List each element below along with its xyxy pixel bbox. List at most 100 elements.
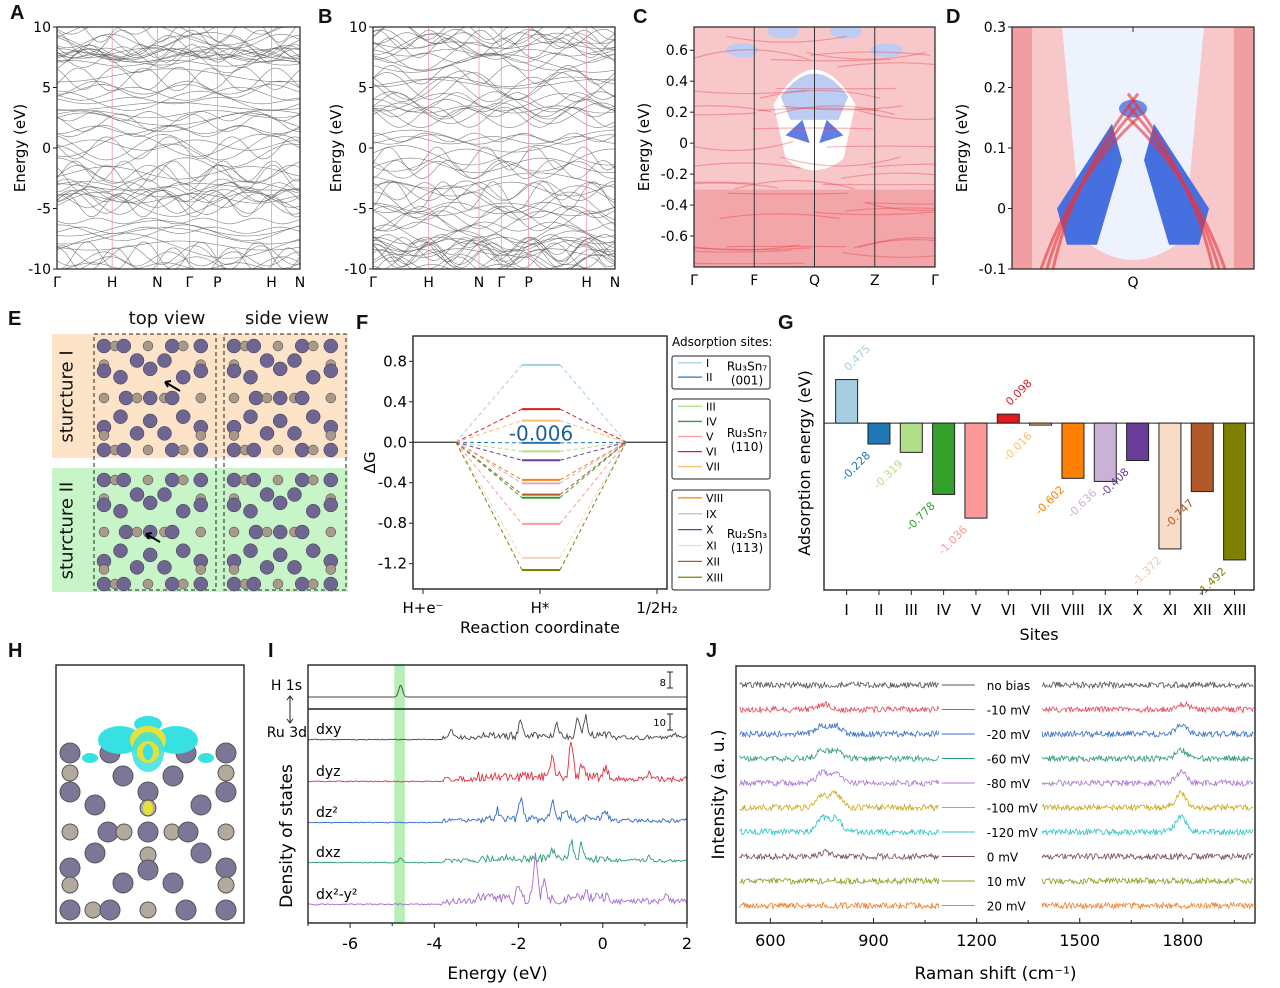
ru-atom — [259, 487, 275, 502]
orbital-label-dx2-y2: dx²-y² — [316, 887, 358, 903]
kpoint-label: H — [107, 275, 118, 291]
x-tick-label: III — [905, 601, 918, 619]
band-line — [56, 90, 301, 111]
sn-atom — [61, 764, 79, 782]
band-line — [372, 160, 616, 180]
ru-atom — [323, 472, 339, 488]
heatmap-band-line — [812, 211, 934, 216]
ru-atom — [96, 338, 112, 354]
band-line — [372, 146, 616, 171]
raman-spectrum--100mV — [1041, 789, 1254, 812]
band-line — [372, 157, 616, 173]
heatmap-band-line — [694, 182, 778, 189]
band-line — [372, 26, 616, 41]
charge-depletion-lobe — [82, 753, 98, 763]
ru-atom — [175, 899, 197, 921]
band-line — [56, 157, 301, 183]
ru-atom — [226, 497, 242, 513]
kpoint-label: Γ — [186, 275, 194, 291]
x-tick-label: 1200 — [956, 931, 997, 950]
band-line — [56, 29, 301, 58]
ru-atom — [59, 899, 81, 921]
structure-panel-e: top view side view sturcture I sturcture… — [0, 300, 360, 600]
sn-atom — [195, 564, 207, 575]
x-tick-label: -2 — [511, 934, 527, 953]
sn-atom — [217, 823, 235, 841]
band-line — [56, 226, 301, 234]
x-tick-label: 1500 — [1059, 931, 1100, 950]
band-line — [372, 236, 616, 245]
y-tick-label: 0.4 — [383, 393, 407, 411]
ru-atom — [113, 369, 128, 385]
legend-group-box — [671, 355, 771, 390]
y-tick-label: 0.2 — [666, 105, 688, 121]
ru-atom — [323, 442, 339, 458]
band-line — [372, 107, 616, 128]
data-label-IV: -0.778 — [903, 499, 937, 533]
legend-site-label: VI — [706, 446, 717, 459]
column-header-top-view: top view — [128, 308, 206, 329]
heatmap-band-line — [840, 172, 935, 179]
raman-spectrum--20mV — [739, 722, 940, 738]
connector-line-IV — [559, 441, 627, 499]
heatmap-band-line — [863, 201, 935, 212]
raman-spectrum--80mV — [739, 769, 940, 788]
band-line — [372, 185, 616, 214]
data-label-XIII: -1.492 — [1194, 565, 1228, 599]
bands-group — [372, 26, 616, 270]
y-tick-label: 0 — [997, 202, 1006, 218]
ru-atom — [272, 495, 288, 511]
panel-label-h: H — [8, 640, 23, 662]
band-line — [56, 86, 301, 101]
bar-XIII — [1223, 422, 1247, 561]
charge-depletion-lobe — [98, 726, 142, 754]
ru-atom — [190, 842, 212, 864]
heatmap-edge — [1234, 27, 1254, 269]
raman-spectrum--100mV — [739, 789, 939, 812]
connector-line-X — [455, 441, 523, 461]
band-line — [372, 65, 616, 85]
heatmap-band-line — [726, 35, 847, 43]
x-tick-label: VI — [1001, 601, 1016, 619]
x-tick-label: V — [971, 601, 982, 619]
heatmap-blue-region — [785, 119, 810, 144]
ru-atom — [248, 390, 264, 406]
ru-atom — [162, 872, 184, 894]
plot-frame — [372, 26, 616, 270]
kpoint-label: Γ — [690, 273, 698, 289]
plot-frame — [735, 665, 1256, 924]
kpoint-label: Γ — [497, 275, 505, 291]
sn-atom — [142, 340, 154, 352]
x-axis-label: Sites — [1019, 625, 1058, 644]
connector-line-V — [455, 441, 523, 525]
sn-atom — [177, 444, 189, 456]
legend-label: 0 mV — [987, 851, 1019, 865]
highlight-band — [394, 665, 405, 923]
kpoint-label: Q — [809, 273, 820, 289]
connector-line-V — [559, 441, 627, 525]
sn-atom — [228, 526, 240, 538]
kpoint-label: N — [474, 275, 484, 291]
sn-atom — [131, 392, 143, 404]
legend-label: -20 mV — [987, 728, 1031, 742]
connector-line-VIII — [455, 441, 523, 481]
x-axis-label: Reaction coordinate — [460, 618, 620, 637]
ru-atom — [164, 390, 180, 406]
kpoint-label: P — [213, 275, 221, 291]
bar-IV — [932, 422, 956, 495]
data-label-III: -0.319 — [871, 457, 905, 491]
legend-label: 10 mV — [987, 875, 1027, 889]
adsorption-energy-bar-chart-g: 0.475 I -0.228 II -0.319 III -0.778 IV -1.036 V 0.… — [795, 335, 1255, 644]
bar-VII — [1029, 422, 1053, 426]
bar-XII — [1190, 422, 1214, 493]
band-line — [372, 76, 616, 87]
band-line — [373, 33, 616, 55]
sn-atom — [98, 430, 110, 441]
plot-frame — [307, 664, 688, 924]
band-line — [372, 205, 616, 219]
ru-atom — [59, 742, 81, 764]
legend-site-label: II — [706, 371, 713, 384]
ru-atom — [118, 524, 134, 540]
atomic-structure-views — [93, 333, 347, 592]
